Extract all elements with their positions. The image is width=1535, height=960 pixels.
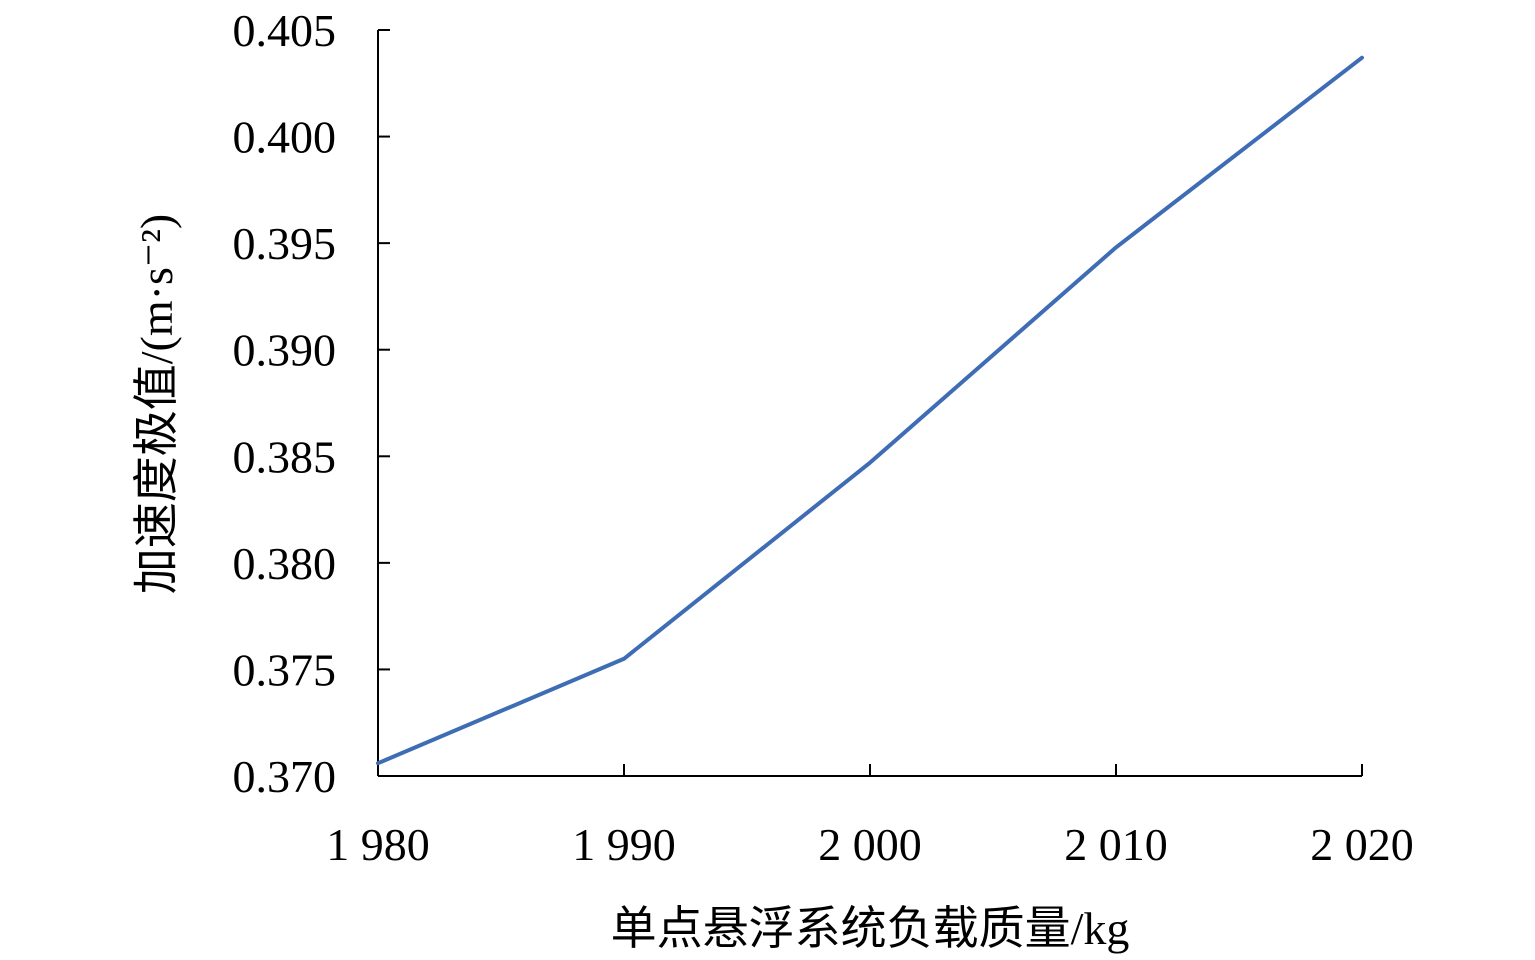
y-tick-label: 0.390: [233, 325, 337, 376]
series-layer: [376, 55, 1364, 766]
y-tick-label: 0.375: [233, 644, 337, 695]
y-tick-label: 0.385: [233, 431, 337, 482]
y-tick-label: 0.400: [233, 112, 337, 163]
x-tick-label: 2 020: [1310, 819, 1414, 870]
y-tick-label: 0.370: [233, 751, 337, 802]
x-tick-label: 1 990: [572, 819, 676, 870]
x-tick-label: 2 010: [1064, 819, 1168, 870]
y-axis: 0.370 0.375 0.380 0.385 0.390 0.395 0.400 0.405: [233, 5, 390, 802]
y-tick-label: 0.405: [233, 5, 337, 56]
x-tick-label: 1 980: [326, 819, 430, 870]
series-line-1: [376, 55, 1364, 766]
x-axis: 1 980 1 990 2 000 2 010 2 020: [326, 764, 1414, 870]
y-axis-title: 加速度极值/(m·s⁻²): [131, 214, 182, 595]
x-axis-title: 单点悬浮系统负载质量/kg: [611, 903, 1130, 954]
y-tick-label: 0.395: [233, 218, 337, 269]
x-tick-label: 2 000: [818, 819, 922, 870]
y-tick-label: 0.380: [233, 538, 337, 589]
